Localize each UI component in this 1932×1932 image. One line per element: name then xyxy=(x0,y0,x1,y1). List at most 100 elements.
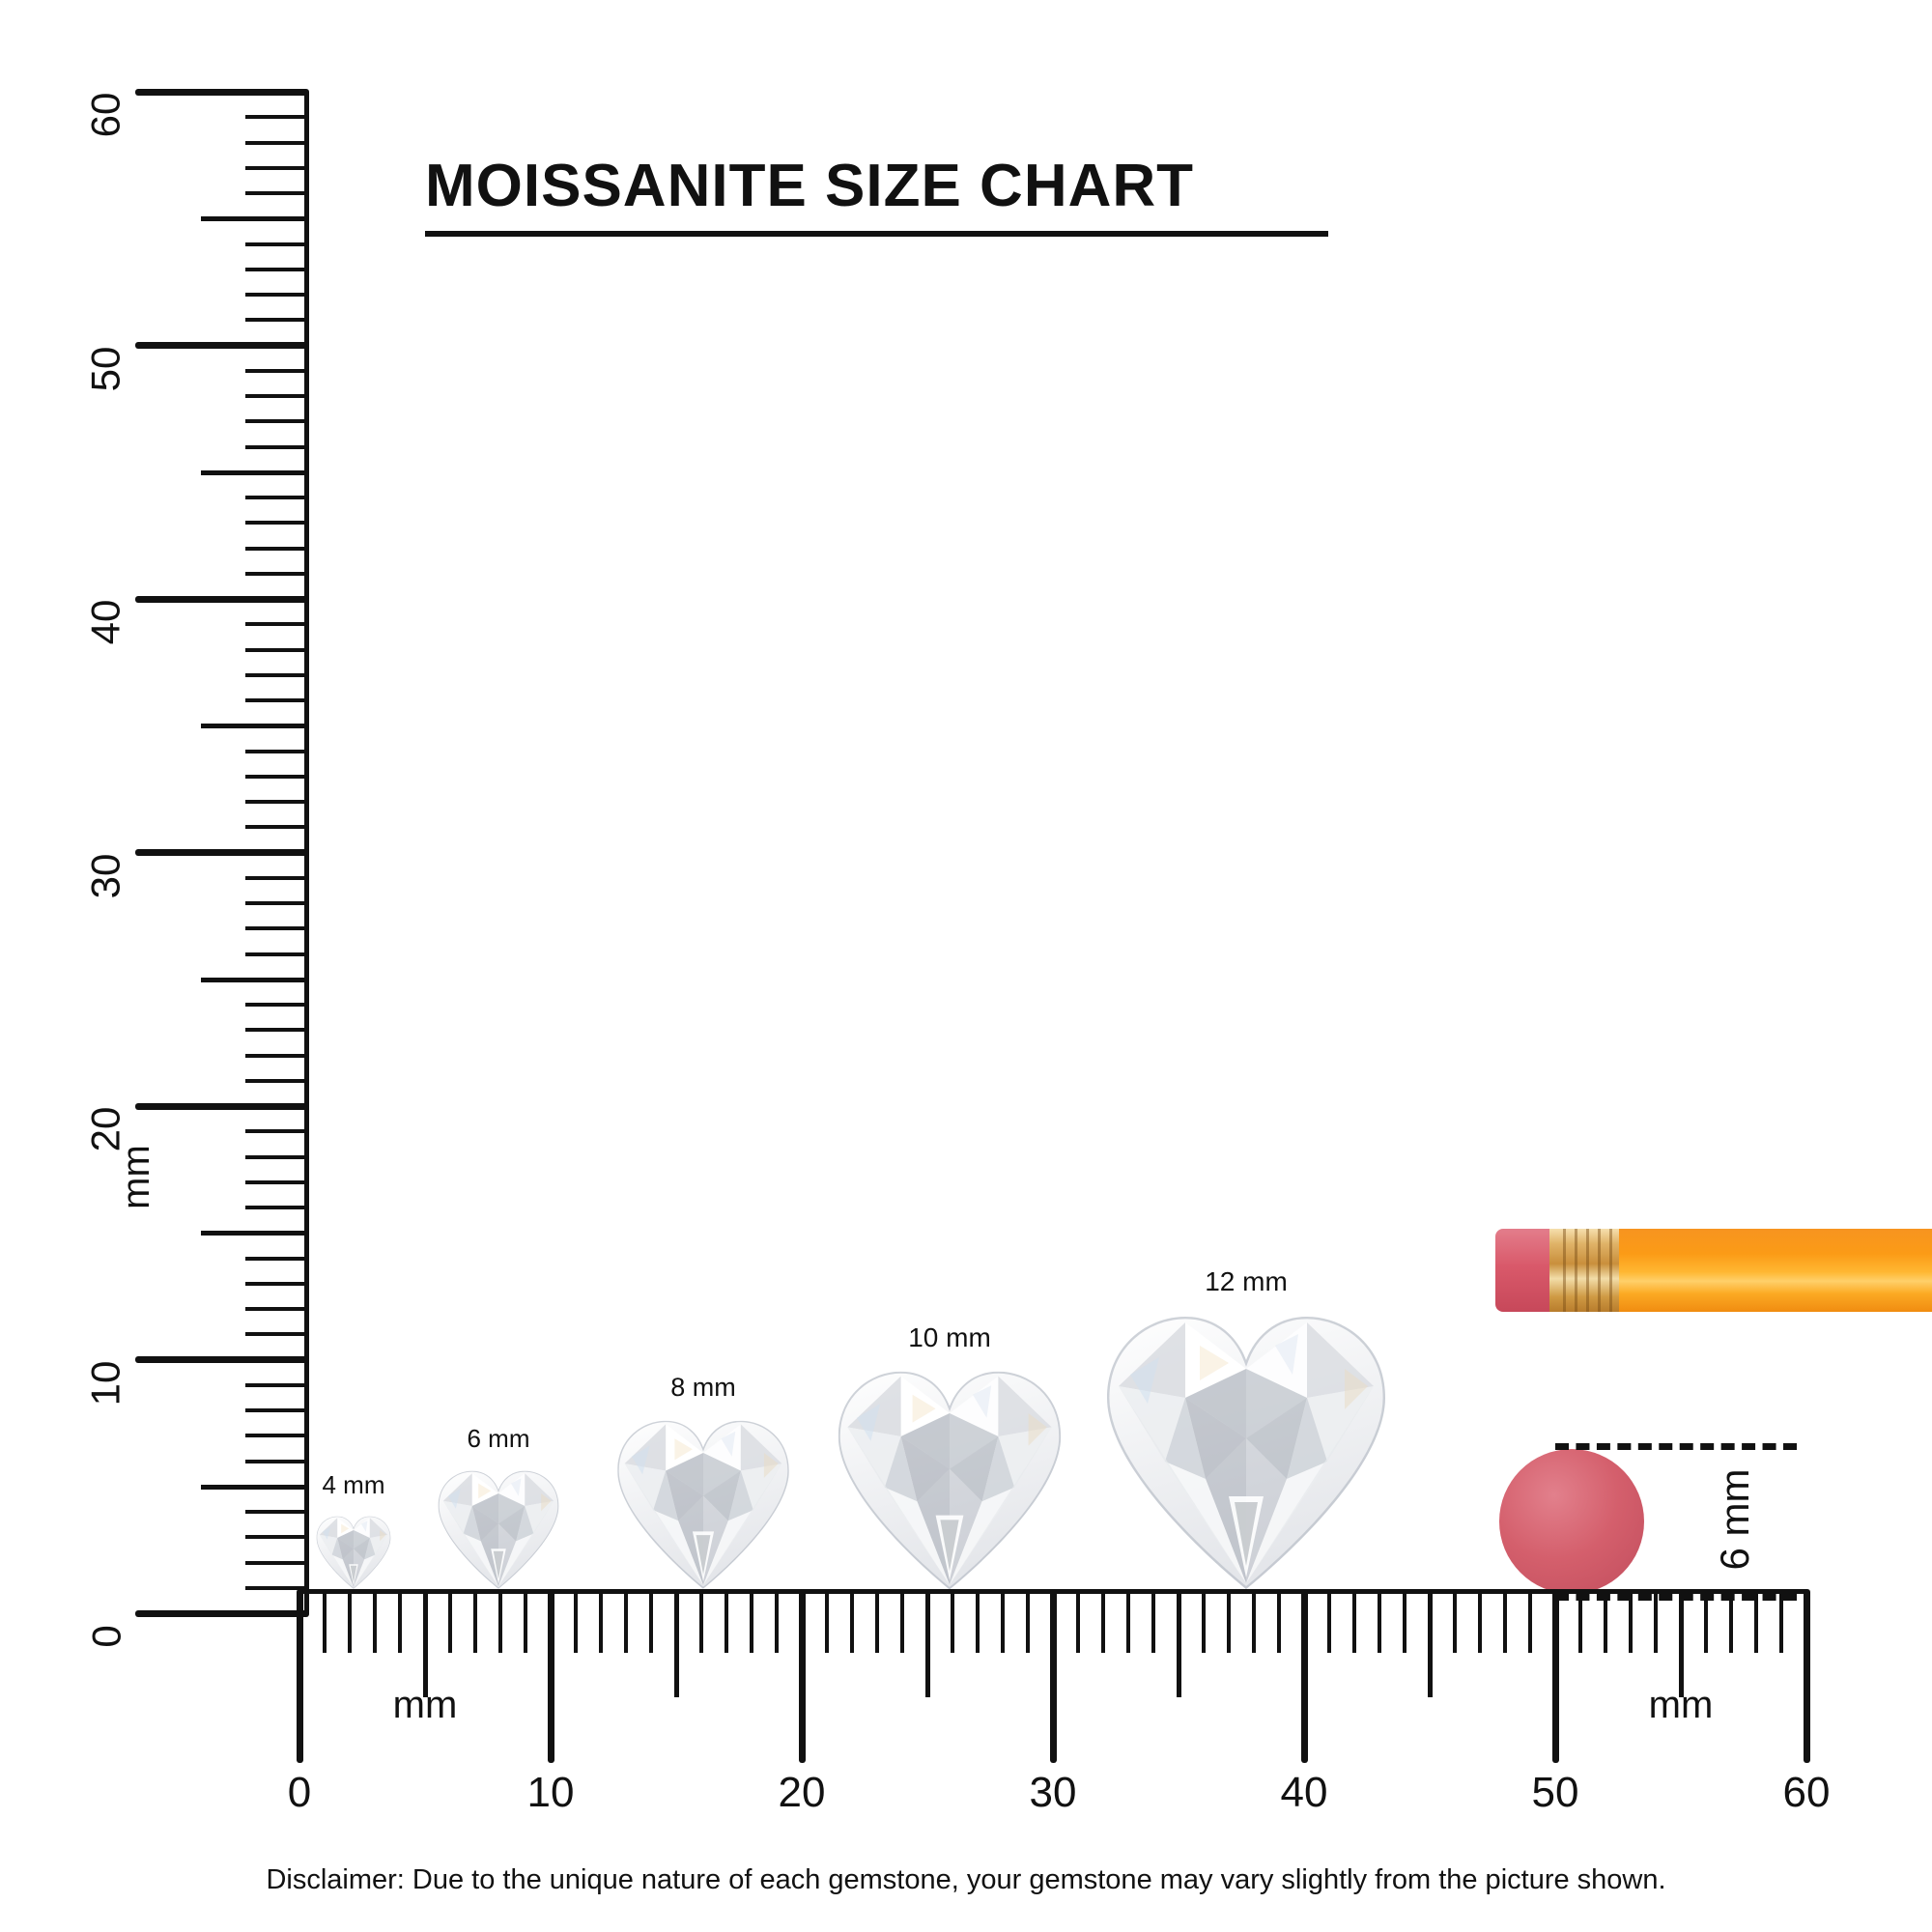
vertical-tick xyxy=(201,977,309,982)
horizontal-ruler-unit-label: mm xyxy=(1648,1684,1714,1726)
vertical-tick xyxy=(135,1609,309,1617)
horizontal-tick xyxy=(1551,1589,1559,1763)
horizontal-tick xyxy=(1428,1589,1433,1697)
vertical-tick xyxy=(245,1179,309,1184)
horizontal-tick xyxy=(750,1589,753,1653)
horizontal-tick xyxy=(1151,1589,1155,1653)
title-underline xyxy=(425,231,1328,238)
gemstone-item: 4 mm xyxy=(315,1470,392,1589)
vertical-tick-label: 50 xyxy=(83,346,128,391)
horizontal-tick xyxy=(348,1589,352,1653)
horizontal-tick xyxy=(524,1589,527,1653)
horizontal-tick xyxy=(1679,1589,1684,1697)
horizontal-tick xyxy=(398,1589,402,1653)
vertical-tick xyxy=(135,342,309,349)
vertical-tick xyxy=(245,165,309,170)
horizontal-tick xyxy=(323,1589,327,1653)
pencil-eraser xyxy=(1495,1229,1551,1312)
gemstone-item: 10 mm xyxy=(834,1322,1065,1589)
horizontal-tick xyxy=(850,1589,854,1653)
horizontal-tick-label: 10 xyxy=(526,1769,575,1816)
horizontal-tick xyxy=(875,1589,879,1653)
vertical-ruler: 0 10 20 30 40 50 60 xyxy=(83,88,309,1648)
vertical-tick xyxy=(201,1231,309,1236)
horizontal-tick xyxy=(1076,1589,1080,1653)
vertical-tick xyxy=(245,242,309,246)
horizontal-tick-label: 60 xyxy=(1782,1769,1831,1816)
horizontal-tick xyxy=(498,1589,502,1653)
vertical-tick xyxy=(245,1382,309,1387)
vertical-tick xyxy=(201,1484,309,1490)
vertical-tick-label: 60 xyxy=(83,92,128,138)
gemstone-size-label: 6 mm xyxy=(467,1424,530,1454)
eraser-disc-reference xyxy=(1499,1449,1644,1594)
vertical-tick xyxy=(245,698,309,702)
horizontal-tick xyxy=(1252,1589,1256,1653)
horizontal-tick xyxy=(1327,1589,1331,1653)
gemstone-size-label: 4 mm xyxy=(322,1470,385,1500)
horizontal-tick xyxy=(951,1589,954,1653)
horizontal-tick xyxy=(1277,1589,1281,1653)
horizontal-tick xyxy=(1754,1589,1758,1653)
horizontal-tick xyxy=(1453,1589,1457,1653)
vertical-tick xyxy=(135,1102,309,1110)
horizontal-tick xyxy=(1126,1589,1130,1653)
horizontal-tick xyxy=(1578,1589,1582,1653)
vertical-tick xyxy=(135,849,309,856)
eraser-callout-top-line xyxy=(1555,1443,1797,1450)
vertical-tick xyxy=(135,1356,309,1363)
vertical-tick xyxy=(245,1585,309,1590)
gemstone-item: 6 mm xyxy=(436,1424,561,1589)
gemstone-size-label: 8 mm xyxy=(670,1373,736,1403)
heart-gem-svg xyxy=(838,1371,1062,1589)
vertical-tick xyxy=(245,647,309,652)
vertical-tick xyxy=(201,216,309,222)
horizontal-tick xyxy=(1704,1589,1708,1653)
vertical-tick xyxy=(245,1434,309,1438)
horizontal-tick-label: 20 xyxy=(778,1769,826,1816)
vertical-tick xyxy=(245,444,309,449)
vertical-tick xyxy=(245,368,309,373)
horizontal-tick xyxy=(1503,1589,1507,1653)
title-block: MOISSANITE SIZE CHART xyxy=(425,155,1328,238)
horizontal-tick xyxy=(649,1589,653,1653)
horizontal-tick xyxy=(296,1589,303,1763)
vertical-tick xyxy=(245,191,309,195)
vertical-tick xyxy=(245,800,309,804)
horizontal-tick-label: 30 xyxy=(1029,1769,1077,1816)
heart-gem-svg xyxy=(316,1516,391,1589)
vertical-tick xyxy=(245,672,309,677)
horizontal-tick xyxy=(1528,1589,1532,1653)
horizontal-tick xyxy=(448,1589,452,1653)
horizontal-tick xyxy=(1177,1589,1181,1697)
horizontal-tick xyxy=(1478,1589,1482,1653)
vertical-tick-label: 40 xyxy=(83,599,128,645)
vertical-tick xyxy=(245,115,309,120)
horizontal-tick xyxy=(1026,1589,1030,1653)
horizontal-ruler: 0 10 20 30 40 50 60 mm mm xyxy=(288,1589,1830,1816)
vertical-tick xyxy=(245,267,309,271)
vertical-tick xyxy=(245,1154,309,1159)
horizontal-tick-label: 40 xyxy=(1280,1769,1328,1816)
heart-gem-svg xyxy=(438,1470,559,1589)
gemstone-heart-shape xyxy=(315,1515,392,1594)
vertical-tick xyxy=(245,496,309,499)
horizontal-tick xyxy=(1779,1589,1783,1653)
vertical-tick xyxy=(245,1256,309,1261)
horizontal-tick xyxy=(373,1589,377,1653)
heart-gem-svg xyxy=(617,1421,789,1589)
vertical-tick xyxy=(245,774,309,779)
gemstone-item: 12 mm xyxy=(1101,1266,1391,1589)
vertical-tick xyxy=(245,394,309,398)
vertical-tick xyxy=(201,469,309,475)
vertical-tick-label: 30 xyxy=(83,853,128,898)
horizontal-tick xyxy=(775,1589,779,1653)
horizontal-tick xyxy=(1654,1589,1658,1653)
horizontal-tick xyxy=(1101,1589,1105,1653)
vertical-tick xyxy=(245,293,309,297)
vertical-tick xyxy=(201,724,309,729)
horizontal-tick xyxy=(1202,1589,1206,1653)
vertical-tick xyxy=(245,1408,309,1412)
horizontal-tick xyxy=(1803,1589,1810,1763)
vertical-tick xyxy=(245,825,309,830)
